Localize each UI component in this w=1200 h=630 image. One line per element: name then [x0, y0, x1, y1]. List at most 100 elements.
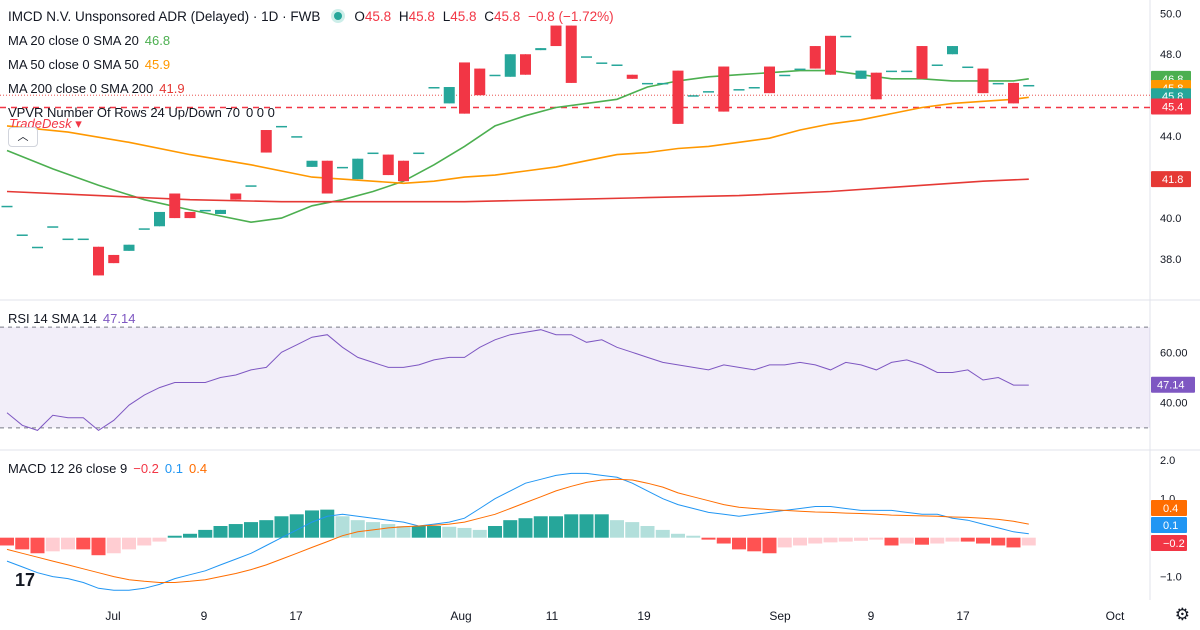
candle: [230, 193, 242, 200]
time-axis-tick: Sep: [769, 609, 791, 623]
low-value: 45.8: [450, 9, 477, 24]
price-axis-tick: 48.0: [1160, 49, 1181, 61]
candle: [215, 209, 226, 214]
macd-histogram-bar: [625, 522, 640, 538]
candle: [108, 254, 120, 264]
macd-histogram-bar: [610, 520, 624, 538]
macd-histogram-bar: [838, 537, 853, 542]
macd-histogram-bar: [915, 537, 929, 545]
ma-line: [6, 96, 1029, 185]
macd-histogram-bar: [30, 537, 45, 554]
candle: [489, 74, 501, 77]
macd-histogram-bar: [381, 524, 396, 538]
candle: [809, 46, 821, 69]
candle: [199, 209, 211, 212]
time-axis-tick: Oct: [1106, 609, 1125, 623]
candle: [779, 74, 791, 77]
candle: [642, 82, 653, 85]
time-axis-tick: Aug: [450, 609, 471, 623]
macd-histogram-bar: [854, 537, 868, 541]
candle: [931, 64, 943, 66]
macd-last-label: [1151, 500, 1187, 516]
macd-histogram-bar: [244, 522, 258, 538]
time-axis-tick: 11: [546, 609, 559, 623]
candle: [596, 62, 608, 64]
macd-histogram-bar: [686, 535, 701, 538]
candle: [748, 87, 760, 89]
macd-histogram-bar: [213, 526, 228, 538]
macd-histogram-bar: [488, 526, 502, 538]
time-axis-tick: 17: [289, 609, 303, 623]
macd-histogram-bar: [1021, 537, 1036, 546]
macd-histogram-bar: [549, 516, 563, 538]
rsi-last-label-text: 47.14: [1157, 380, 1185, 392]
macd-histogram-bar: [732, 537, 746, 550]
time-axis-tick: Jul: [105, 609, 120, 623]
price-label-text: 45.4: [1162, 101, 1183, 113]
high-value: 45.8: [408, 9, 435, 24]
price-axis-tick: 40.0: [1160, 213, 1181, 225]
candle: [474, 68, 486, 96]
candle: [916, 46, 928, 79]
macd-last-label-text: 0.4: [1163, 503, 1178, 515]
candle: [367, 152, 379, 155]
candle: [855, 70, 867, 79]
macd-histogram-bar: [869, 537, 884, 540]
macd-histogram-bar: [350, 520, 365, 538]
rsi-legend[interactable]: RSI 14 SMA 14 47.14: [8, 311, 136, 326]
macd-histogram-bar: [289, 514, 304, 538]
rsi-last-label: [1151, 376, 1195, 393]
candle: [901, 70, 913, 73]
candle: [138, 228, 150, 230]
candle: [733, 89, 745, 91]
close-value: 45.8: [494, 9, 521, 24]
candle: [169, 193, 181, 219]
candle: [413, 152, 425, 155]
ma50-legend[interactable]: MA 50 close 0 SMA 50 45.9: [8, 57, 171, 72]
macd-histogram-bar: [899, 537, 914, 544]
candle: [504, 54, 516, 77]
ma-line: [6, 178, 1029, 203]
macd-histogram-bar: [335, 516, 350, 538]
candle: [154, 211, 165, 227]
gear-icon[interactable]: ⚙: [1174, 605, 1190, 624]
collapse-legend-button[interactable]: ︿: [8, 127, 38, 147]
candle: [123, 244, 135, 251]
time-axis-tick: 19: [637, 609, 651, 623]
candle: [260, 130, 272, 153]
macd-histogram-bar: [122, 537, 136, 550]
macd-last-label-text: 0.1: [1163, 520, 1178, 532]
ma20-value: 46.8: [144, 33, 171, 48]
candle: [184, 211, 196, 219]
macd-histogram-bar: [183, 533, 197, 538]
candle: [443, 87, 455, 104]
macd-axis-tick: 2.0: [1160, 455, 1175, 467]
candle: [992, 82, 1004, 85]
candle: [947, 46, 958, 55]
macd-last-label: [1151, 535, 1187, 551]
symbol-title[interactable]: IMCD N.V. Unsponsored ADR (Delayed) · 1D…: [8, 9, 321, 24]
ma20-legend[interactable]: MA 20 close 0 SMA 20 46.8: [8, 33, 171, 48]
candle: [764, 66, 775, 94]
candle: [47, 226, 59, 228]
market-status-icon: [334, 12, 343, 20]
candle: [291, 136, 303, 138]
macd-histogram-bar: [701, 537, 716, 540]
macd-legend[interactable]: MACD 12 26 close 9 −0.2 0.1 0.4: [8, 461, 208, 476]
macd-histogram-bar: [991, 537, 1006, 546]
tradingview-logo-icon[interactable]: 17: [14, 570, 36, 590]
vpvr-legend[interactable]: VPVR Number Of Rows 24 Up/Down 70 0 0 0: [8, 105, 275, 120]
candle: [16, 234, 28, 236]
macd-histogram-bar: [91, 537, 106, 556]
macd-histogram-bar: [564, 514, 579, 538]
macd-signal-value: 0.4: [188, 461, 208, 476]
macd-value: 0.1: [164, 461, 183, 476]
macd-histogram-bar: [442, 526, 457, 538]
candle: [62, 238, 74, 241]
candle: [276, 125, 287, 128]
open-value: 45.8: [364, 9, 392, 24]
candle: [794, 68, 806, 71]
macd-histogram-bar: [716, 537, 731, 544]
ma200-legend[interactable]: MA 200 close 0 SMA 200 41.9: [8, 81, 185, 96]
